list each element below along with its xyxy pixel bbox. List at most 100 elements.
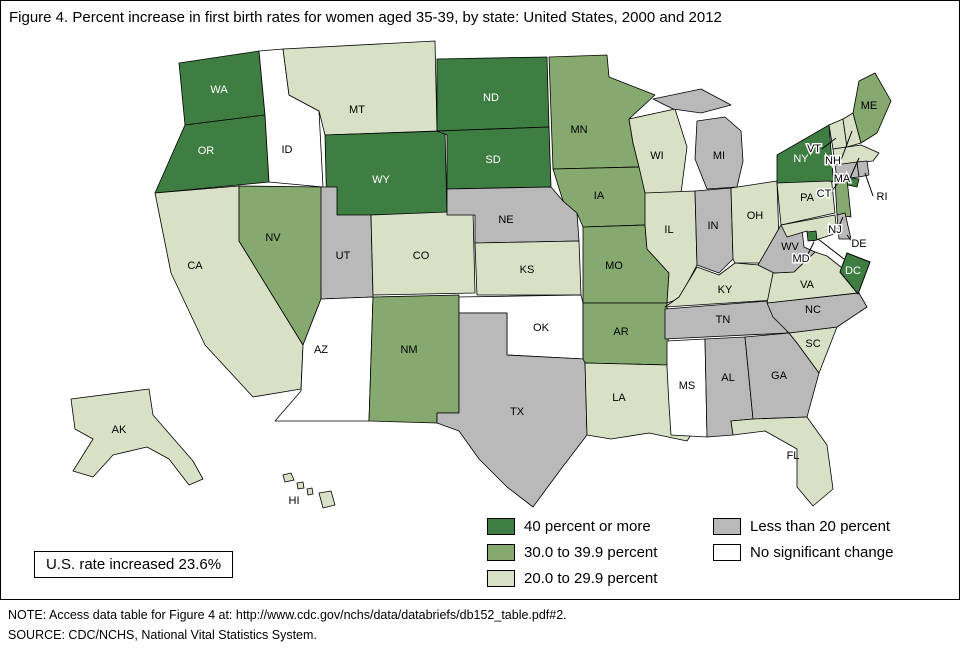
state-label-MS: MS: [679, 380, 696, 392]
state-label-TX: TX: [510, 406, 525, 418]
state-label-WV: WV: [781, 241, 799, 253]
state-label-ME: ME: [861, 100, 878, 112]
legend-swatch-lt20: [713, 517, 741, 535]
state-label-AL: AL: [721, 372, 734, 384]
legend-label-lt20: Less than 20 percent: [750, 517, 891, 535]
legend-column-1: 40 percent or more 30.0 to 39.9 percent 20…: [487, 513, 713, 591]
state-DE: [836, 212, 852, 240]
callout-line-DC: [817, 238, 845, 260]
callout-label-VT: VT: [807, 143, 821, 155]
state-label-KY: KY: [718, 284, 733, 296]
callout-line-NJ: [838, 216, 844, 227]
state-label-HI: HI: [289, 495, 300, 507]
state-label-LA: LA: [612, 392, 626, 404]
state-FL: [730, 416, 834, 507]
callout-label-NJ: NJ: [828, 224, 841, 236]
callout-line-CT: [830, 173, 846, 193]
callout-label-MD: MD: [792, 253, 809, 265]
state-CO: [370, 210, 476, 296]
state-label-KS: KS: [520, 264, 535, 276]
state-label-IL: IL: [664, 224, 673, 236]
state-label-MI: MI: [713, 150, 725, 162]
legend-label-40plus: 40 percent or more: [524, 517, 651, 535]
state-label-NY: NY: [793, 153, 809, 165]
state-label-WA: WA: [210, 84, 228, 96]
figure-footer: NOTE: Access data table for Figure 4 at:…: [0, 600, 960, 645]
state-label-PA: PA: [800, 192, 815, 204]
state-label-NM: NM: [400, 344, 417, 356]
callout-line-NH: [840, 130, 853, 161]
state-label-CA: CA: [187, 260, 203, 272]
callout-label-DE: DE: [851, 238, 866, 250]
state-label-VA: VA: [800, 279, 815, 291]
state-label-UT: UT: [336, 250, 351, 262]
state-DC: [806, 230, 818, 242]
legend-swatch-40plus: [487, 517, 515, 535]
us-rate-annotation: U.S. rate increased 23.6%: [34, 551, 234, 578]
state-label-MN: MN: [570, 124, 587, 136]
map-legend: 40 percent or more 30.0 to 39.9 percent 20…: [487, 513, 893, 591]
state-label-AK: AK: [112, 424, 127, 436]
note-text: NOTE: Access data table for Figure 4 at:…: [8, 608, 567, 622]
state-label-NC: NC: [805, 304, 821, 316]
state-label-TN: TN: [716, 314, 731, 326]
legend-swatch-none: [713, 543, 741, 561]
state-label-OH: OH: [747, 210, 764, 222]
legend-label-30to39: 30.0 to 39.9 percent: [524, 543, 658, 561]
legend-item-20to29: 20.0 to 29.9 percent: [487, 565, 713, 591]
state-MD: [780, 214, 838, 242]
figure-title: Figure 4. Percent increase in first birt…: [9, 9, 722, 26]
callout-label-NH: NH: [825, 155, 841, 167]
state-label-GA: GA: [771, 370, 788, 382]
state-label-IA: IA: [594, 190, 605, 202]
state-label-WY: WY: [372, 174, 390, 186]
state-AK: [70, 388, 204, 486]
state-IN: [694, 187, 734, 274]
us-choropleth-map: WA OR CA ID NV MT WY UT AZ NM CO ND SD NE KS OK TX MN IA MO…: [70, 40, 892, 509]
state-NC: [766, 292, 868, 334]
state-RI: [856, 160, 870, 178]
state-label-SC: SC: [805, 338, 820, 350]
state-label-ID: ID: [282, 144, 293, 156]
legend-item-40plus: 40 percent or more: [487, 513, 713, 539]
state-MI: [652, 88, 744, 190]
state-label-MO: MO: [605, 260, 623, 272]
state-TX: [436, 312, 588, 508]
legend-label-20to29: 20.0 to 29.9 percent: [524, 569, 658, 587]
callout-label-RI: RI: [877, 191, 888, 203]
callout-line-MA: [849, 157, 860, 179]
callout-label-CT: CT: [817, 188, 832, 200]
legend-swatch-20to29: [487, 569, 515, 587]
callout-line-RI: [864, 172, 874, 197]
state-ME: [852, 72, 892, 144]
state-NY: [776, 124, 860, 188]
callout-label-DC: DC: [845, 265, 861, 277]
state-label-NE: NE: [498, 214, 513, 226]
callout-line-MD: [806, 241, 815, 257]
callout-line-DE: [846, 234, 854, 244]
state-label-SD: SD: [485, 154, 500, 166]
state-label-IN: IN: [708, 220, 719, 232]
state-NM: [368, 294, 460, 424]
legend-label-none: No significant change: [750, 543, 894, 561]
callout-label-MA: MA: [834, 173, 851, 185]
state-label-OK: OK: [533, 322, 550, 334]
state-NJ: [834, 178, 852, 218]
state-label-ND: ND: [483, 92, 499, 104]
state-HI: [282, 472, 336, 509]
state-label-FL: FL: [787, 450, 800, 462]
legend-item-30to39: 30.0 to 39.9 percent: [487, 539, 713, 565]
figure-4-panel: Figure 4. Percent increase in first birt…: [0, 0, 960, 600]
state-label-MT: MT: [349, 104, 365, 116]
state-label-AR: AR: [613, 326, 628, 338]
legend-swatch-30to39: [487, 543, 515, 561]
legend-item-lt20: Less than 20 percent: [713, 513, 893, 539]
legend-column-2: Less than 20 percent No significant chang…: [713, 513, 893, 591]
state-DC-enlarged: [839, 252, 871, 295]
source-text: SOURCE: CDC/NCHS, National Vital Statist…: [8, 628, 317, 642]
callout-line-VT: [821, 137, 837, 150]
state-label-WI: WI: [650, 150, 663, 162]
state-label-CO: CO: [413, 250, 430, 262]
state-label-OR: OR: [198, 145, 215, 157]
legend-item-none: No significant change: [713, 539, 893, 565]
